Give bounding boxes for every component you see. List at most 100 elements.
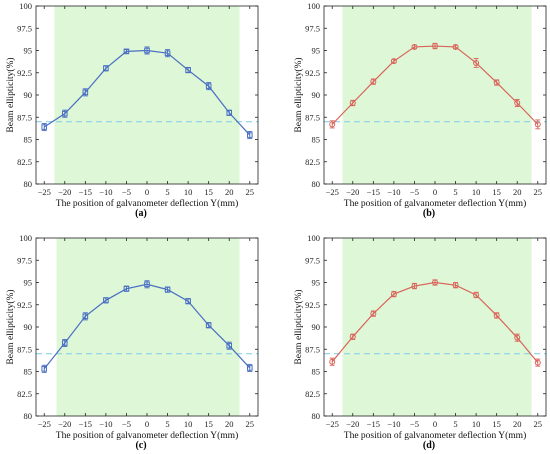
panel-c-label: (c) [135,440,146,451]
y-tick-label: 97.5 [305,23,320,33]
data-point [226,110,233,116]
shaded-region [342,6,532,184]
data-point [164,50,171,56]
shaded-region [342,238,532,416]
x-axis-label: The position of galvanometer deflection … [56,198,238,209]
x-tick-label: 15 [204,187,213,197]
data-point [144,281,150,288]
x-tick-label: −5 [410,419,419,429]
x-tick-label: 5 [165,187,169,197]
x-tick-label: 20 [225,419,234,429]
y-tick-label: 82.5 [305,157,320,167]
y-axis-label: Beam ellipticity(%) [293,289,304,364]
x-tick-label: 0 [145,187,149,197]
y-tick-label: 80 [24,411,33,421]
x-tick-label: 25 [246,419,255,429]
data-point [349,333,356,340]
panel-d-label: (d) [423,440,435,451]
y-tick-label: 85 [24,135,33,145]
data-point [103,65,109,72]
y-tick-label: 85 [312,135,321,145]
y-tick-label: 85 [24,367,33,377]
x-tick-label: 10 [472,187,481,197]
data-point [246,132,253,138]
y-tick-label: 100 [307,1,320,11]
data-point [370,78,377,85]
x-tick-label: 0 [145,419,149,429]
y-tick-label: 82.5 [305,389,320,399]
data-point [103,297,109,304]
data-point [205,83,212,89]
data-point [514,100,521,107]
y-tick-label: 80 [312,411,321,421]
x-tick-label: 5 [165,419,169,429]
x-tick-label: −10 [387,419,400,429]
x-tick-label: 5 [453,187,457,197]
x-tick-label: 25 [534,419,543,429]
x-tick-label: −5 [122,419,131,429]
x-tick-label: −15 [79,419,92,429]
y-tick-label: 87.5 [305,344,320,354]
data-point [534,359,541,366]
x-tick-label: 15 [492,419,501,429]
y-tick-label: 92.5 [305,300,320,310]
x-tick-label: −10 [99,419,112,429]
x-tick-label: −10 [387,187,400,197]
panel-a-label: (a) [135,208,147,219]
data-point [123,48,130,55]
y-tick-label: 100 [19,1,32,11]
data-point [390,291,397,298]
data-point [473,59,480,66]
y-tick-label: 90 [24,90,33,100]
y-tick-label: 87.5 [305,112,320,122]
x-tick-label: −15 [367,419,380,429]
data-point [123,285,130,292]
x-tick-label: −10 [99,187,112,197]
x-tick-label: 20 [513,187,522,197]
x-tick-label: −20 [346,187,359,197]
x-tick-label: 15 [492,187,501,197]
y-tick-label: 97.5 [17,255,32,265]
y-axis-label: Beam ellipticity(%) [5,57,16,132]
data-point [390,58,397,65]
panel-b-label: (b) [423,208,435,219]
x-axis-label: The position of galvanometer deflection … [56,430,238,441]
data-point [41,124,48,130]
data-point [370,310,377,317]
data-point [329,358,336,365]
x-tick-label: −5 [410,187,419,197]
x-tick-label: 0 [433,187,437,197]
y-tick-label: 87.5 [17,344,32,354]
x-tick-label: −20 [58,187,71,197]
x-tick-label: −15 [79,187,92,197]
data-point [411,43,418,50]
y-axis-label: Beam ellipticity(%) [5,289,16,364]
y-tick-label: 87.5 [17,112,32,122]
y-tick-label: 95 [24,278,33,288]
data-point [41,366,48,372]
data-point [452,282,459,289]
x-tick-label: −20 [58,419,71,429]
y-tick-label: 90 [24,322,33,332]
y-tick-label: 95 [24,46,33,56]
data-point [246,365,253,371]
x-tick-label: 5 [453,419,457,429]
shaded-region [56,238,240,416]
x-tick-label: 0 [433,419,437,429]
y-tick-label: 95 [312,46,321,56]
x-tick-label: −25 [38,419,51,429]
data-point [432,43,438,50]
y-tick-label: 82.5 [17,157,32,167]
y-tick-label: 92.5 [17,68,32,78]
y-axis-label: Beam ellipticity(%) [293,57,304,132]
data-point [452,43,459,50]
x-tick-label: 10 [184,187,193,197]
data-point [534,121,541,128]
x-tick-label: 25 [246,187,255,197]
x-tick-label: −25 [326,187,339,197]
x-tick-label: −15 [367,187,380,197]
